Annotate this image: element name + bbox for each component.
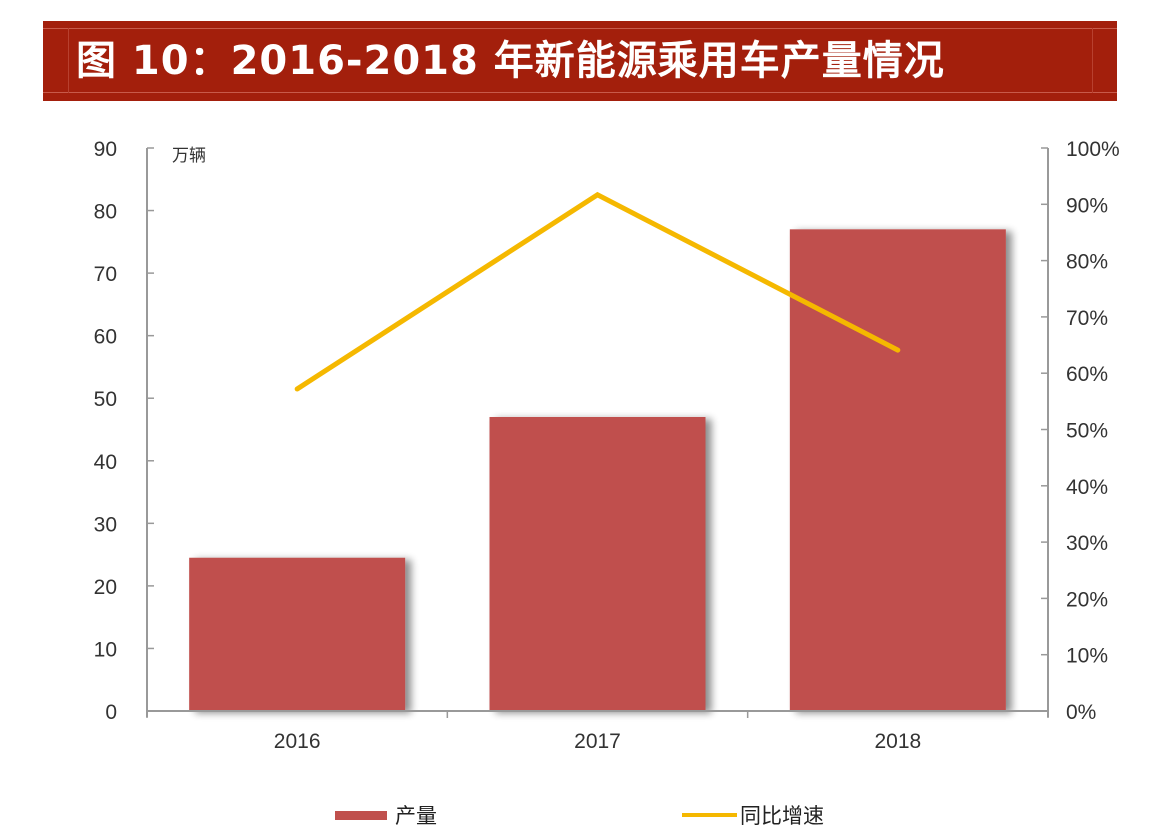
left-axis-tick-label: 40 [94,451,117,474]
left-axis-tick-label: 20 [94,576,117,599]
right-axis-tick-label: 40% [1066,476,1108,499]
right-axis-tick-label: 0% [1066,701,1096,724]
banner-divider-bottom [43,92,1117,93]
banner-divider-right [1092,28,1093,93]
right-axis-tick-label: 90% [1066,194,1108,217]
legend-line-swatch [682,813,737,817]
legend-label-yoy-growth: 同比增速 [740,804,824,828]
left-axis-tick-label: 50 [94,388,117,411]
title-banner: 图 10：2016-2018 年新能源乘用车产量情况 [43,21,1117,101]
legend-label-output: 产量 [395,804,437,828]
left-axis-tick-label: 70 [94,263,117,286]
right-axis-tick-label: 100% [1066,138,1120,161]
right-axis-tick-label: 70% [1066,307,1108,330]
bar-2016 [189,557,406,711]
right-axis-tick-label: 60% [1066,363,1108,386]
bar-2017 [489,416,706,711]
left-axis-unit-label: 万辆 [172,146,206,165]
legend-item-yoy-growth: 同比增速 [682,798,824,832]
left-axis-tick-label: 60 [94,326,117,349]
left-axis-tick-label: 0 [105,701,117,724]
right-axis-tick-label: 20% [1066,588,1108,611]
legend-bar-swatch [335,810,387,820]
chart-title: 图 10：2016-2018 年新能源乘用车产量情况 [76,38,945,84]
banner-divider-left [68,28,69,93]
left-axis-tick-label: 30 [94,513,117,536]
right-axis-tick-label: 30% [1066,532,1108,555]
left-axis-tick-label: 80 [94,201,117,224]
left-axis-tick-label: 10 [94,638,117,661]
bar-2018 [789,229,1006,712]
line-series-yoy-growth [294,191,901,392]
right-axis-tick-label: 50% [1066,420,1108,443]
x-axis-category-label: 2016 [274,730,321,753]
x-axis-category-label: 2018 [874,730,921,753]
legend-item-output: 产量 [335,798,437,832]
banner-divider-top [43,28,1117,29]
right-axis-tick-label: 80% [1066,251,1108,274]
right-axis-tick-label: 10% [1066,645,1108,668]
left-axis-tick-label: 90 [94,138,117,161]
bar-series-output [189,229,1006,712]
x-axis-category-label: 2017 [574,730,621,753]
axes: 0 10 20 30 40 50 60 70 80 90 0% 10% 20% 30% 40% 50% 60% 7… [94,138,1120,753]
